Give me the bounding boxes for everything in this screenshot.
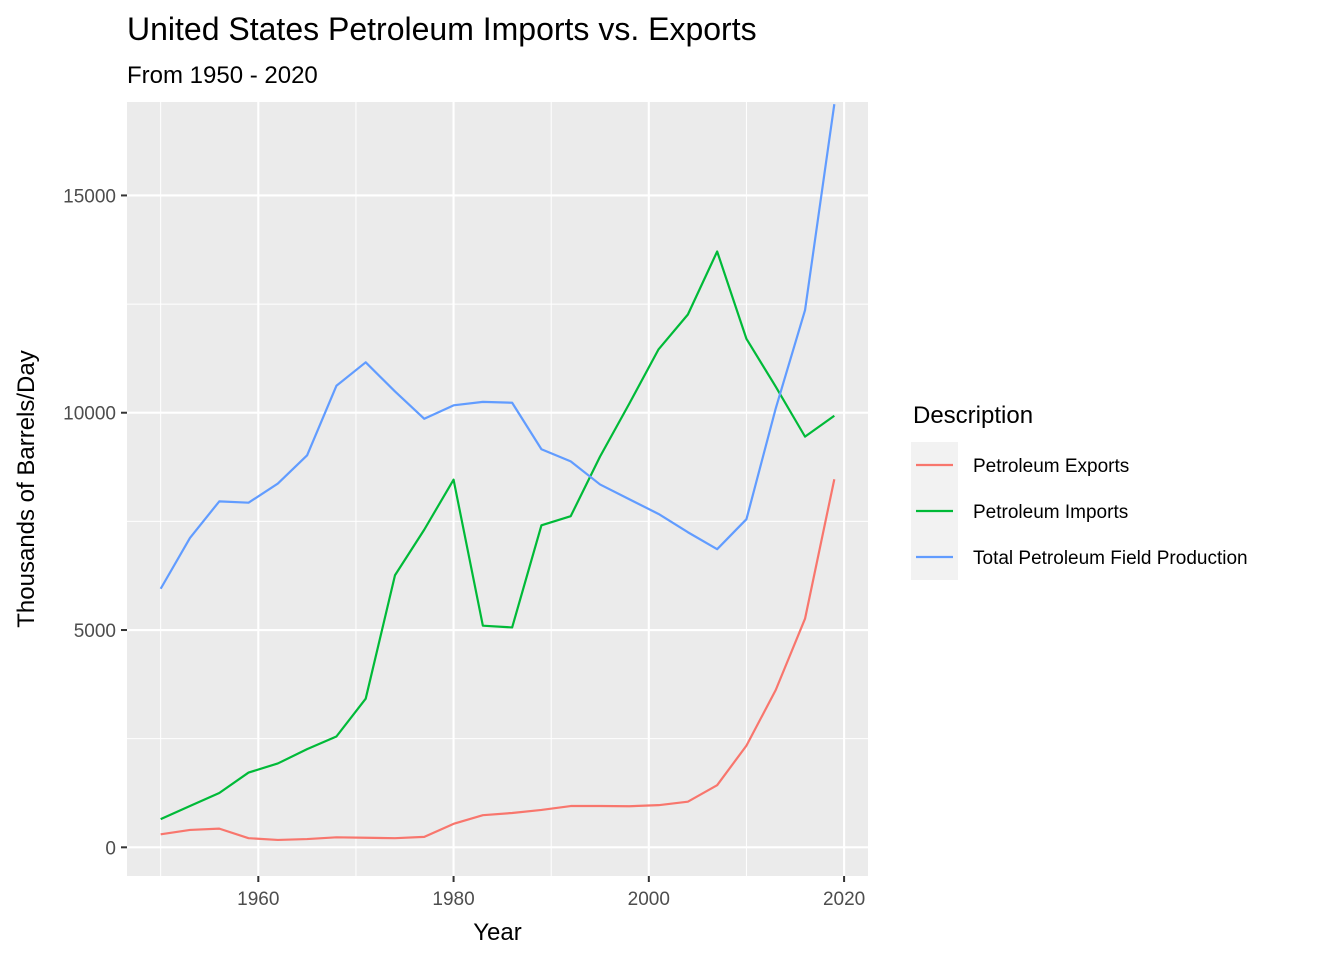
legend-label: Petroleum Imports (973, 502, 1128, 523)
x-tick-label: 1960 (237, 889, 279, 910)
legend-label: Total Petroleum Field Production (973, 548, 1248, 569)
x-tick-label: 1980 (432, 889, 474, 910)
x-tick-label: 2020 (823, 889, 865, 910)
grid-minor (127, 102, 868, 876)
x-axis-title: Year (473, 919, 522, 946)
y-tick-label: 0 (105, 838, 116, 859)
chart-title: United States Petroleum Imports vs. Expo… (127, 11, 757, 47)
x-axis: 1960 1980 2000 2020 (237, 876, 865, 910)
legend-title: Description (913, 402, 1033, 429)
chart-subtitle: From 1950 - 2020 (127, 62, 318, 89)
y-tick-label: 10000 (63, 404, 116, 425)
series-line (160, 250, 835, 821)
y-axis-title: Thousands of Barrels/Day (13, 350, 40, 627)
series-line (160, 478, 836, 842)
plot-panel (127, 102, 868, 876)
series-lines (159, 104, 836, 842)
y-axis: 0 5000 10000 15000 (63, 186, 127, 859)
x-tick-label: 2000 (628, 889, 670, 910)
y-tick-label: 15000 (63, 186, 116, 207)
y-tick-label: 5000 (74, 621, 116, 642)
legend-label: Petroleum Exports (973, 456, 1129, 477)
series-line (159, 104, 836, 590)
grid-major (127, 102, 868, 876)
legend: Description Petroleum Exports Petroleum I… (911, 402, 1248, 580)
